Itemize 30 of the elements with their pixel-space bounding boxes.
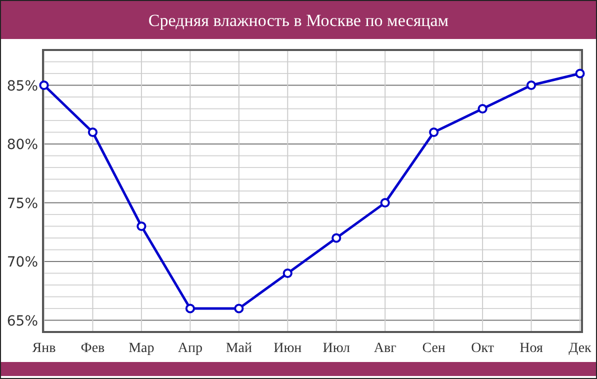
point <box>380 198 390 208</box>
x-tick-label: Окт <box>471 341 494 356</box>
y-tick-label: 85% <box>6 78 38 94</box>
point <box>282 268 292 278</box>
point <box>429 127 439 138</box>
x-tick-label: Май <box>226 341 252 356</box>
x-tick-label: Июл <box>322 341 350 356</box>
x-tick-label: Фев <box>80 341 106 356</box>
y-tick-label: 75% <box>6 196 38 212</box>
point <box>39 80 49 90</box>
point <box>526 80 536 90</box>
point <box>88 127 98 138</box>
x-tick-label: Сен <box>422 341 446 356</box>
point <box>185 304 195 314</box>
x-tick-label: Июн <box>274 341 302 356</box>
x-tick-label: Дек <box>568 341 592 356</box>
y-tick-label: 70% <box>6 254 38 270</box>
point <box>332 233 342 243</box>
point <box>234 304 244 314</box>
x-tick-label: Авг <box>374 341 397 356</box>
point <box>478 104 488 114</box>
y-tick-label: 80% <box>6 137 38 153</box>
x-tick-label: Янв <box>32 341 56 356</box>
x-tick-label: Мар <box>128 341 154 356</box>
point <box>575 68 585 78</box>
x-tick-label: Апр <box>178 341 202 356</box>
point <box>136 221 146 232</box>
x-tick-label: Ноя <box>520 341 544 356</box>
y-tick-label: 65% <box>6 313 38 330</box>
chart-title: Средняя влажность в Москве по месяцам <box>148 11 449 30</box>
